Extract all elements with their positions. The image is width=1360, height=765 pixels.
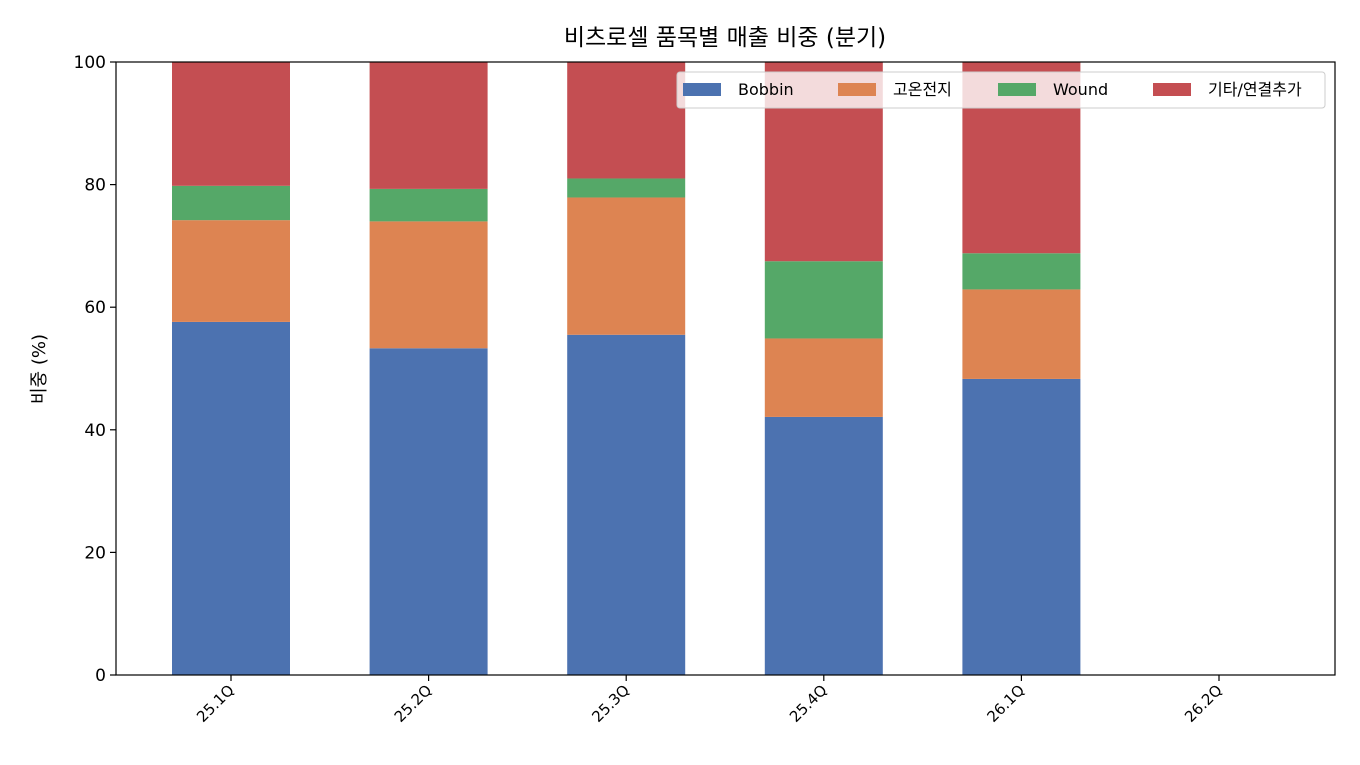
bars	[172, 62, 1081, 675]
bar-26.1Q-series-1	[962, 289, 1081, 379]
bar-25.3Q-series-2	[567, 178, 686, 198]
bar-25.1Q-series-0	[172, 321, 290, 675]
legend-label: Bobbin	[738, 80, 794, 99]
bar-25.1Q-series-2	[172, 185, 290, 221]
bar-25.4Q-series-1	[764, 338, 883, 417]
legend-swatch	[1153, 83, 1191, 96]
chart-title: 비츠로셀 품목별 매출 비중 (분기)	[564, 25, 886, 51]
y-axis-label: 비중 (%)	[29, 334, 50, 404]
x-tick-label: 26.2Q	[1181, 681, 1226, 726]
y-tick-label: 0	[95, 666, 106, 686]
bar-25.1Q-series-1	[172, 220, 290, 322]
y-tick-label: 100	[74, 53, 106, 73]
x-tick-label: 25.1Q	[193, 681, 238, 726]
x-tick-label: 26.1Q	[984, 681, 1029, 726]
y-tick-label: 80	[84, 176, 106, 196]
y-tick-label: 40	[84, 421, 106, 441]
legend-swatch	[998, 83, 1036, 96]
bar-25.2Q-series-2	[369, 188, 488, 222]
x-tick-label: 25.3Q	[588, 681, 633, 726]
bar-25.3Q-series-1	[567, 197, 686, 335]
bar-25.3Q-series-0	[567, 334, 686, 675]
legend-label: 고온전지	[893, 80, 952, 99]
bar-26.1Q-series-2	[962, 253, 1081, 290]
legend-swatch	[838, 83, 876, 96]
bar-25.2Q-series-1	[369, 221, 488, 349]
plot-frame	[115, 61, 1336, 676]
bar-25.3Q-series-3	[567, 62, 686, 179]
bar-25.1Q-series-3	[172, 62, 290, 186]
legend-label: 기타/연결추가	[1208, 80, 1302, 99]
bar-25.4Q-series-0	[764, 416, 883, 675]
x-tick-label: 25.2Q	[391, 681, 436, 726]
bar-26.1Q-series-0	[962, 378, 1081, 675]
legend-label: Wound	[1053, 80, 1108, 99]
bar-25.2Q-series-0	[369, 348, 488, 675]
legend: Bobbin 고온전지 Wound 기타/연결추가	[676, 71, 1326, 109]
bar-25.4Q-series-2	[764, 261, 883, 339]
y-tick-label: 60	[84, 298, 106, 318]
bar-25.2Q-series-3	[369, 62, 488, 189]
x-tick-label: 25.4Q	[786, 681, 831, 726]
y-tick-label: 20	[84, 543, 106, 563]
legend-swatch	[683, 83, 721, 96]
